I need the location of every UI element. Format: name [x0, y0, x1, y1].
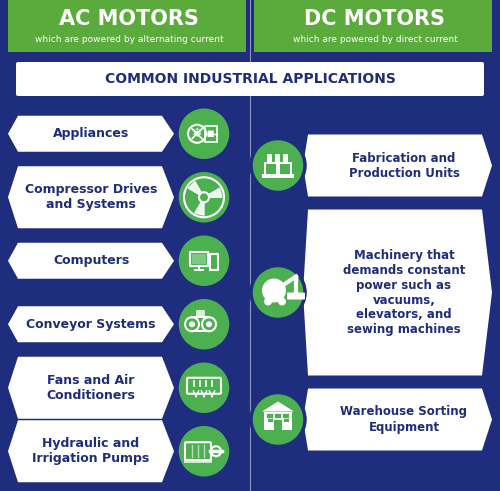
Circle shape — [177, 234, 231, 288]
Circle shape — [177, 107, 231, 161]
FancyBboxPatch shape — [268, 415, 273, 421]
Circle shape — [177, 361, 231, 415]
FancyBboxPatch shape — [254, 0, 492, 52]
Text: which are powered by direct current: which are powered by direct current — [292, 34, 458, 44]
Polygon shape — [8, 306, 174, 342]
Circle shape — [251, 266, 305, 320]
Circle shape — [206, 321, 212, 327]
FancyBboxPatch shape — [275, 154, 280, 162]
Polygon shape — [204, 188, 222, 197]
Polygon shape — [8, 166, 174, 228]
Circle shape — [278, 298, 286, 305]
Text: Conveyor Systems: Conveyor Systems — [26, 318, 156, 331]
Circle shape — [189, 321, 195, 327]
Text: Machinery that
demands constant
power such as
vacuums,
elevators, and
sewing mac: Machinery that demands constant power su… — [343, 248, 465, 336]
FancyBboxPatch shape — [280, 164, 290, 173]
Circle shape — [177, 297, 231, 351]
FancyBboxPatch shape — [8, 0, 246, 52]
FancyBboxPatch shape — [192, 254, 206, 264]
Circle shape — [262, 278, 286, 302]
Text: AC MOTORS: AC MOTORS — [59, 9, 199, 29]
Polygon shape — [195, 197, 204, 215]
Text: which are powered by alternating current: which are powered by alternating current — [34, 34, 224, 44]
FancyBboxPatch shape — [266, 412, 273, 417]
FancyBboxPatch shape — [16, 62, 484, 96]
FancyBboxPatch shape — [284, 415, 289, 421]
FancyBboxPatch shape — [184, 459, 212, 463]
Circle shape — [251, 138, 305, 192]
Polygon shape — [188, 182, 204, 197]
FancyBboxPatch shape — [264, 411, 292, 430]
Text: Warehouse Sorting
Equipment: Warehouse Sorting Equipment — [340, 406, 468, 434]
FancyBboxPatch shape — [264, 162, 292, 175]
Polygon shape — [8, 116, 174, 152]
Circle shape — [199, 192, 209, 202]
Polygon shape — [262, 402, 294, 411]
Text: Fans and Air
Conditioners: Fans and Air Conditioners — [46, 374, 136, 402]
FancyBboxPatch shape — [274, 412, 281, 417]
FancyBboxPatch shape — [262, 173, 294, 178]
Circle shape — [177, 424, 231, 478]
Polygon shape — [8, 357, 174, 419]
FancyBboxPatch shape — [196, 310, 204, 317]
Polygon shape — [8, 243, 174, 279]
Text: Hydraulic and
Irrigation Pumps: Hydraulic and Irrigation Pumps — [32, 437, 150, 465]
Text: Fabrication and
Production Units: Fabrication and Production Units — [348, 152, 460, 180]
FancyBboxPatch shape — [267, 154, 272, 162]
Text: Appliances: Appliances — [53, 127, 129, 140]
Polygon shape — [303, 210, 492, 376]
Text: Compressor Drives
and Systems: Compressor Drives and Systems — [25, 183, 157, 211]
FancyBboxPatch shape — [282, 412, 289, 417]
FancyBboxPatch shape — [274, 419, 282, 430]
Circle shape — [251, 392, 305, 446]
FancyBboxPatch shape — [287, 293, 305, 300]
Text: COMMON INDUSTRIAL APPLICATIONS: COMMON INDUSTRIAL APPLICATIONS — [104, 72, 396, 86]
Text: ❄ ▪: ❄ ▪ — [192, 127, 216, 140]
Text: Computers: Computers — [53, 254, 129, 267]
FancyBboxPatch shape — [266, 164, 276, 173]
Polygon shape — [303, 388, 492, 451]
FancyBboxPatch shape — [283, 154, 288, 162]
Polygon shape — [303, 135, 492, 196]
Polygon shape — [8, 420, 174, 482]
Circle shape — [264, 298, 272, 305]
Text: DC MOTORS: DC MOTORS — [304, 9, 446, 29]
Circle shape — [177, 170, 231, 224]
